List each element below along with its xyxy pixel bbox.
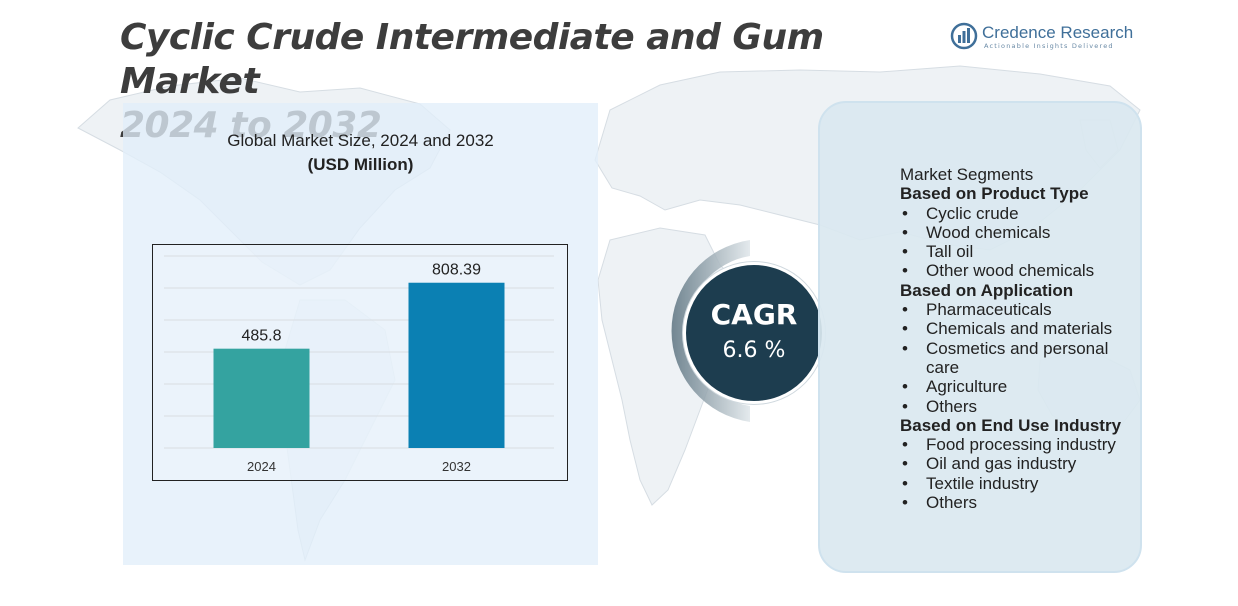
segment-item: Wood chemicals <box>900 223 1135 243</box>
segment-item: Others <box>900 397 1135 417</box>
bar-2024 <box>213 348 310 448</box>
market-segments: Market Segments Based on Product Type Cy… <box>900 165 1135 513</box>
segment-item: Cosmetics and personal care <box>900 339 1135 378</box>
logo-icon <box>950 22 978 50</box>
data-label-2024: 485.8 <box>241 328 281 345</box>
segment-heading-product-type: Based on Product Type <box>900 184 1089 204</box>
end-use-industry-list: Food processing industry Oil and gas ind… <box>900 435 1135 512</box>
segment-item: Others <box>900 493 1135 513</box>
cagr-ring-decoration <box>671 240 750 422</box>
market-size-bar-chart: 485.8 2024 808.39 2032 <box>164 255 554 474</box>
segment-heading-end-use-industry: Based on End Use Industry <box>900 415 1122 435</box>
segment-item: Textile industry <box>900 474 1135 494</box>
chart-subtitle: (USD Million) <box>307 155 414 174</box>
cagr-value: 6.6 % <box>722 338 786 363</box>
segment-item: Food processing industry <box>900 435 1135 455</box>
data-label-2032: 808.39 <box>432 262 481 279</box>
product-type-list: Cyclic crude Wood chemicals Tall oil Oth… <box>900 204 1135 281</box>
segment-item: Tall oil <box>900 242 1135 262</box>
segment-item: Oil and gas industry <box>900 454 1135 474</box>
application-list: Pharmaceuticals Chemicals and materials … <box>900 300 1135 416</box>
segment-item: Agriculture <box>900 377 1135 397</box>
segments-title: Market Segments <box>900 165 1034 184</box>
bar-2032 <box>408 282 505 448</box>
logo-tagline: Actionable Insights Delivered <box>984 42 1114 50</box>
x-tick-label: 2032 <box>442 459 471 474</box>
segment-item: Chemicals and materials <box>900 319 1135 339</box>
chart-title: Global Market Size, 2024 and 2032 <box>227 131 494 150</box>
segment-item: Pharmaceuticals <box>900 300 1135 320</box>
segment-heading-application: Based on Application <box>900 280 1074 300</box>
x-tick-label: 2024 <box>247 459 276 474</box>
credence-research-logo: Credence Research Actionable Insights De… <box>950 22 1140 54</box>
segment-item: Cyclic crude <box>900 204 1135 224</box>
logo-name: Credence Research <box>982 23 1134 42</box>
segment-item: Other wood chemicals <box>900 261 1135 281</box>
cagr-label: CAGR <box>710 298 798 331</box>
cagr-badge <box>683 262 825 404</box>
title-line-1: Cyclic Crude Intermediate and Gum Market <box>120 17 824 102</box>
market-size-panel <box>123 103 598 565</box>
